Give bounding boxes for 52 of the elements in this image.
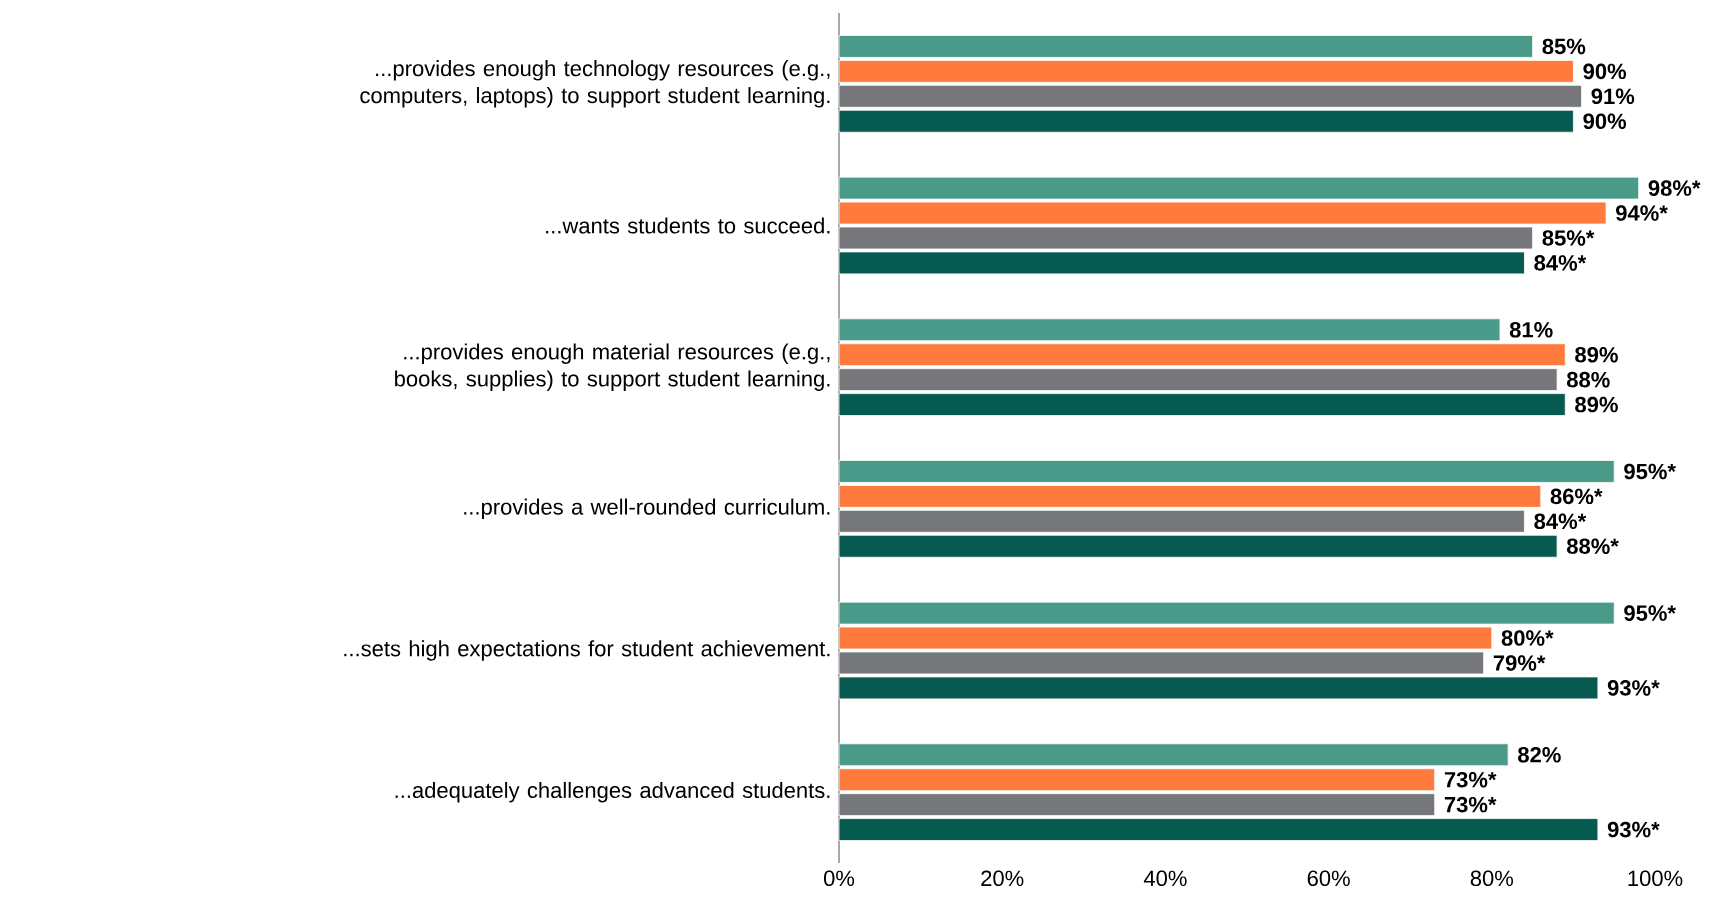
bar xyxy=(838,534,1558,558)
data-label: 89% xyxy=(1575,346,1618,363)
bar xyxy=(838,109,1574,133)
bar xyxy=(838,484,1542,508)
x-tick-label: 0% xyxy=(823,870,855,887)
data-label: 90% xyxy=(1583,63,1627,80)
x-tick-label: 80% xyxy=(1470,870,1514,887)
bar xyxy=(838,509,1525,533)
data-label: 84%* xyxy=(1534,513,1587,530)
bar xyxy=(838,793,1436,817)
bar xyxy=(838,59,1574,83)
bar xyxy=(838,818,1599,841)
data-label: 88% xyxy=(1566,371,1610,388)
data-label: 98%* xyxy=(1648,180,1701,196)
x-tick-label: 60% xyxy=(1307,870,1350,887)
bar xyxy=(838,318,1501,342)
data-label: 73%* xyxy=(1444,796,1497,813)
bar xyxy=(838,768,1436,792)
data-label: 80%* xyxy=(1501,630,1554,646)
bar xyxy=(838,35,1534,58)
data-label: 81% xyxy=(1509,321,1553,338)
data-label: 93%* xyxy=(1607,680,1660,696)
bar xyxy=(838,343,1566,367)
y-tick-label: ...provides enough material resources (e.g., books, supplies) to support student learning. xyxy=(395,343,830,391)
data-label: 86%* xyxy=(1550,488,1603,505)
data-label: 79%* xyxy=(1493,655,1546,671)
data-label: 89% xyxy=(1575,396,1618,413)
data-label: 85%* xyxy=(1542,230,1595,246)
bar xyxy=(838,84,1582,108)
y-tick-label: ...sets high expectations for student achievement. xyxy=(344,640,830,661)
data-label: 94%* xyxy=(1616,205,1668,221)
data-label: 95%* xyxy=(1624,463,1676,480)
data-label: 82% xyxy=(1518,746,1561,763)
data-label: 88%* xyxy=(1566,538,1619,555)
data-label: 93%* xyxy=(1607,821,1660,838)
data-label: 84%* xyxy=(1534,255,1587,271)
x-tick-label: 100% xyxy=(1628,870,1683,887)
y-tick-label: ...wants students to succeed. xyxy=(546,217,830,234)
bar xyxy=(838,743,1509,767)
bar xyxy=(838,368,1558,392)
data-label: 95%* xyxy=(1624,605,1676,621)
data-label: 73%* xyxy=(1444,771,1497,788)
y-tick-label: ...adequately challenges advanced students. xyxy=(395,781,830,803)
data-label: 90% xyxy=(1583,113,1627,130)
bar xyxy=(838,393,1566,416)
data-label: 91% xyxy=(1591,88,1635,105)
x-tick-label: 40% xyxy=(1143,870,1187,887)
y-tick-label: ...provides a well-rounded curriculum. xyxy=(464,498,830,520)
bar xyxy=(838,460,1615,483)
x-tick-label: 20% xyxy=(981,870,1024,887)
data-label: 85% xyxy=(1542,38,1586,55)
y-tick-label: ...provides enough technology resources (e.g., computers, laptops) to support student learning. xyxy=(360,60,830,108)
